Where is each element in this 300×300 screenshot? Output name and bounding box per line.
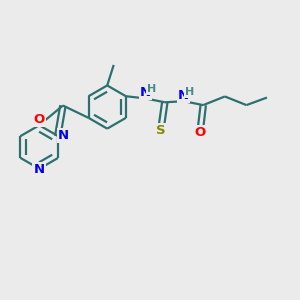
Text: O: O (194, 126, 206, 139)
Text: H: H (147, 84, 156, 94)
Text: N: N (178, 89, 189, 102)
Text: N: N (58, 129, 69, 142)
Text: H: H (185, 87, 194, 97)
Text: S: S (156, 124, 166, 137)
Text: N: N (33, 163, 45, 176)
Text: N: N (140, 86, 151, 99)
Text: O: O (33, 113, 45, 126)
